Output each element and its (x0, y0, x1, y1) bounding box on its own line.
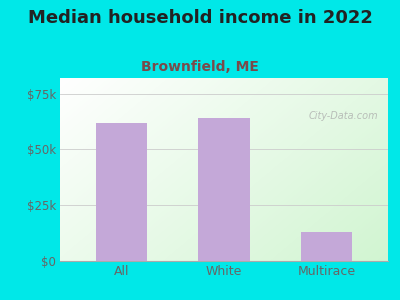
Bar (301, 232, 352, 261)
Text: Median household income in 2022: Median household income in 2022 (28, 9, 372, 27)
Bar (198, 118, 250, 261)
Text: City-Data.com: City-Data.com (308, 111, 378, 121)
Text: Brownfield, ME: Brownfield, ME (141, 60, 259, 74)
Bar (96, 123, 147, 261)
